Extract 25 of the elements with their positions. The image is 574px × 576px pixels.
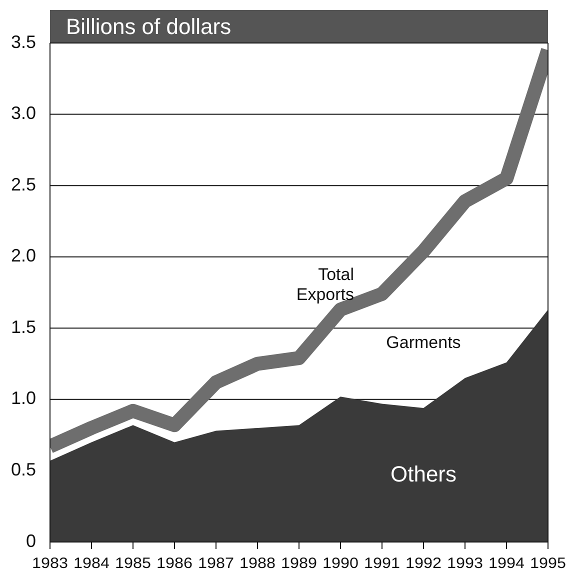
y-tick-label: 3.0	[10, 103, 36, 124]
y-tick-label: 0.5	[10, 459, 36, 480]
y-tick-label: 1.0	[10, 388, 36, 408]
x-tick-label: 1993	[447, 555, 483, 572]
x-tick-label: 1987	[198, 555, 234, 572]
y-tick-label: 2.5	[10, 174, 36, 194]
y-tick-label: 3.5	[10, 32, 36, 52]
x-tick-label: 1985	[115, 555, 151, 572]
series-label: Total Exports	[296, 264, 354, 304]
x-tick-label: 1983	[32, 555, 68, 572]
x-tick-label: 1990	[322, 555, 358, 572]
x-tick-label: 1986	[156, 555, 192, 572]
y-tick-label: 2.0	[10, 246, 36, 266]
x-tick-label: 1994	[488, 555, 524, 572]
x-tick-label: 1991	[364, 555, 400, 572]
x-tick-label: 1995	[530, 555, 566, 572]
x-tick-label: 1989	[281, 555, 317, 572]
series-label: Others	[390, 462, 457, 487]
annotation: Garments	[386, 333, 461, 352]
y-tick-label: 0	[26, 530, 36, 551]
x-tick-label: 1988	[240, 555, 276, 572]
x-tick-label: 1984	[74, 555, 110, 572]
y-axis-title: Billions of dollars	[66, 14, 232, 39]
y-tick-label: 1.5	[10, 316, 36, 337]
x-tick-label: 1992	[406, 555, 442, 572]
